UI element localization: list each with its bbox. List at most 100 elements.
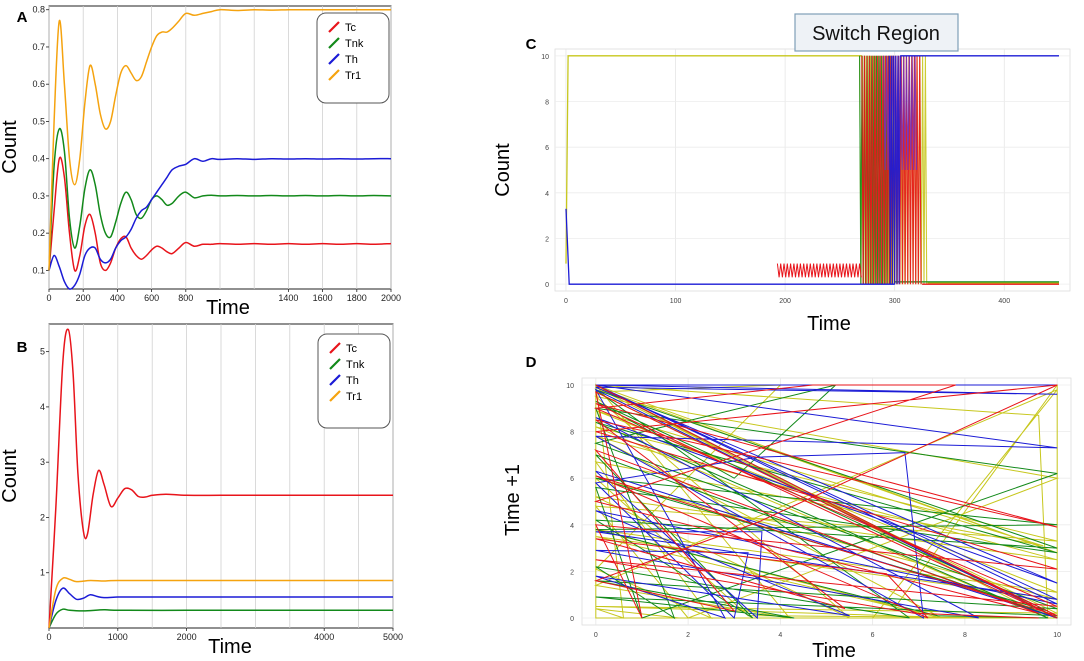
y-axis-title: Count [0, 120, 21, 174]
y-tick-label: 0.7 [32, 42, 45, 52]
x-axis-title: Time [208, 636, 252, 658]
x-axis-title: Time [812, 640, 856, 661]
series-line-Th [48, 157, 392, 290]
legend-label: Tc [346, 343, 358, 355]
x-tick-label: 4000 [314, 632, 334, 642]
series-plateau [565, 55, 862, 264]
legend-label: Th [346, 375, 359, 387]
panel-label: A [17, 9, 28, 26]
y-tick-label: 10 [541, 54, 549, 61]
legend-box [316, 12, 390, 104]
x-tick-label: 100 [670, 298, 682, 305]
switch-region-box [794, 13, 959, 52]
x-tick-label: 1800 [347, 293, 367, 303]
series-line-Tc [593, 384, 1058, 619]
legend-label: Tc [345, 22, 357, 34]
x-tick-label: 0 [594, 632, 598, 639]
y-tick-label: 2 [570, 569, 574, 576]
x-tick-label: 8 [963, 632, 967, 639]
x-tick-label: 5000 [383, 632, 403, 642]
series-small-oscillation [776, 263, 862, 278]
series-line-Tnk [48, 608, 393, 629]
y-tick-label: 4 [545, 191, 549, 198]
series-oscillation [888, 55, 901, 285]
y-tick-label: 0.1 [32, 265, 45, 275]
panel-B: 0 1000 2000 4000 500012345BTimeCountTcTnkThT… [0, 323, 403, 658]
series-plateau [565, 208, 895, 285]
legend-swatch [328, 53, 340, 65]
panel-A: 0 200 400 600 800 1400 1600 1800 2000 0.1 0.2 0.3 0.… [0, 5, 401, 319]
legend-label: Tnk [346, 359, 365, 371]
x-tick-label: 400 [998, 298, 1010, 305]
x-tick-label: 1600 [313, 293, 333, 303]
series-line-Tr1 [48, 576, 393, 629]
legend-swatch [328, 21, 340, 33]
plot-area [554, 48, 1071, 292]
legend-swatch [329, 358, 341, 370]
x-tick-label: 0 [46, 293, 51, 303]
legend-swatch [328, 37, 340, 49]
legend-swatch [328, 69, 340, 81]
panel-label: C [526, 36, 537, 53]
series-line-Tc [48, 328, 393, 629]
x-tick-label: 2 [686, 632, 690, 639]
x-tick-label: 300 [889, 298, 901, 305]
y-tick-label: 8 [570, 430, 574, 437]
y-tick-label: 6 [570, 476, 574, 483]
panel-label: B [17, 339, 28, 356]
y-tick-label: 4 [40, 402, 45, 412]
legend-swatch [329, 374, 341, 386]
y-tick-label: 2 [545, 236, 549, 243]
x-tick-label: 1000 [108, 632, 128, 642]
y-tick-label: 0.8 [32, 5, 45, 15]
y-tick-label: 8 [545, 100, 549, 107]
legend: Tc Tnk Th Tr1 [317, 333, 391, 429]
y-axis-title: Time +1 [502, 464, 524, 536]
y-tick-label: 0.5 [32, 116, 45, 126]
legend-label: Tr1 [345, 70, 361, 82]
x-tick-label: 2000 [177, 632, 197, 642]
x-tick-label: 10 [1053, 632, 1061, 639]
legend-swatch [329, 390, 341, 402]
y-tick-label: 6 [545, 145, 549, 152]
x-tick-label: 400 [110, 293, 125, 303]
legend: Tc Tnk Th Tr1 [316, 12, 390, 104]
x-tick-label: 0 [564, 298, 568, 305]
legend-label: Tnk [345, 38, 364, 50]
x-axis-title: Time [206, 297, 250, 319]
legend-label: Th [345, 54, 358, 66]
series-line-Tc [48, 156, 392, 272]
y-tick-label: 0.4 [32, 154, 45, 164]
series-line-Th [594, 384, 1058, 620]
y-tick-label: 0.2 [32, 228, 45, 238]
y-tick-label: 0 [570, 616, 574, 623]
panel-label: D [526, 354, 537, 371]
series-line-Th [48, 587, 393, 629]
series-line-Tnk [594, 384, 1058, 620]
x-tick-label: 200 [779, 298, 791, 305]
panel-D: 0 2 4 6 8 10 0 2 4 6 8 10 D Time Time +1 [502, 354, 1072, 661]
x-tick-label: 200 [76, 293, 91, 303]
y-tick-label: 0.6 [32, 79, 45, 89]
x-tick-label: 600 [144, 293, 159, 303]
x-tick-label: 2000 [381, 293, 401, 303]
y-axis-title: Count [492, 143, 514, 197]
legend-label: Tr1 [346, 391, 362, 403]
y-tick-label: 2 [40, 512, 45, 522]
x-tick-label: 800 [178, 293, 193, 303]
y-tick-label: 3 [40, 457, 45, 467]
y-tick-label: 0.3 [32, 191, 45, 201]
x-tick-label: 4 [778, 632, 782, 639]
x-tick-label: 0 [46, 632, 51, 642]
y-tick-label: 4 [570, 523, 574, 530]
y-tick-label: 1 [40, 568, 45, 578]
switch-region-label: Switch Region [812, 23, 940, 45]
y-tick-label: 5 [40, 347, 45, 357]
y-tick-label: 0 [545, 282, 549, 289]
legend-box [317, 333, 391, 429]
x-tick-label: 1400 [278, 293, 298, 303]
y-tick-label: 10 [566, 383, 574, 390]
series-line-Tr1 [48, 8, 391, 271]
panel-C: 0 100 200 300 400 0 2 4 6 8 10 C Time Count Switch Reg… [492, 13, 1071, 335]
